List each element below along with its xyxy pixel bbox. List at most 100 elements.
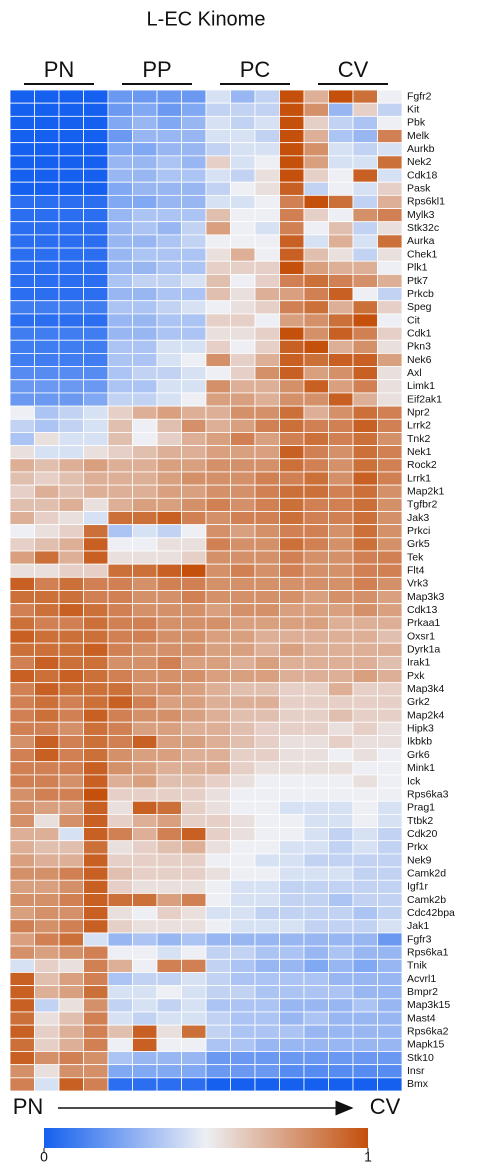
heatmap-cell [352,616,378,631]
heatmap-cell [377,655,403,670]
heatmap-cell [230,129,256,144]
heatmap-cell [58,326,84,341]
heatmap-cell [9,998,35,1013]
heatmap-cell [83,168,109,183]
heatmap-cell [34,484,60,499]
heatmap-cell [328,893,354,908]
heatmap-cell [205,392,231,407]
heatmap-cell [132,234,158,249]
heatmap-cell [34,642,60,657]
heatmap-cell [107,445,133,460]
heatmap-cell [205,945,231,960]
row-label: Pbk [407,117,426,129]
heatmap-cell [156,919,182,934]
heatmap-cell [205,300,231,315]
x-axis-end: CV [370,1094,401,1119]
heatmap-cell [132,879,158,894]
heatmap-cell [205,708,231,723]
heatmap-cell [205,787,231,802]
heatmap-cell [156,168,182,183]
heatmap-cell [34,287,60,302]
heatmap-cell [107,603,133,618]
heatmap-cell [230,708,256,723]
heatmap-cell [156,985,182,1000]
heatmap-cell [377,985,403,1000]
heatmap-cell [303,418,329,433]
heatmap-cell [83,1011,109,1026]
heatmap-cell [34,616,60,631]
row-label: Map2k4 [407,709,445,721]
heatmap-cell [58,906,84,921]
heatmap-cell [156,721,182,736]
heatmap-cell [58,576,84,591]
heatmap-cell [58,102,84,117]
heatmap-cell [9,405,35,420]
heatmap-cell [328,1064,354,1079]
heatmap-cell [58,1077,84,1092]
heatmap-cell [230,734,256,749]
heatmap-cell [132,642,158,657]
heatmap-cell [377,550,403,565]
row-label: Tek [407,551,424,563]
heatmap-cell [34,366,60,381]
heatmap-cell [303,524,329,539]
heatmap-cell [230,1011,256,1026]
heatmap-cell [254,392,280,407]
heatmap-cell [9,655,35,670]
heatmap-cell [132,484,158,499]
heatmap-cell [352,603,378,618]
heatmap-cell [303,234,329,249]
heatmap-cell [352,155,378,170]
heatmap-cell [303,260,329,275]
row-label: Cdc42bpa [407,907,455,919]
heatmap-cell [328,1051,354,1066]
heatmap-cell [279,1011,305,1026]
heatmap-cell [34,879,60,894]
heatmap-cell [303,497,329,512]
heatmap-cell [132,129,158,144]
heatmap-cell [352,300,378,315]
row-label: Stk32c [407,222,439,234]
heatmap-cell [181,682,207,697]
heatmap-cell [377,1024,403,1039]
heatmap-cell [34,379,60,394]
heatmap-cell [230,208,256,223]
heatmap-cell [9,260,35,275]
heatmap-cell [254,576,280,591]
heatmap-cell [9,603,35,618]
heatmap-cell [205,142,231,157]
heatmap-cell [181,524,207,539]
row-label: Pask [407,183,431,195]
heatmap-cell [279,89,305,104]
heatmap-cell [279,339,305,354]
heatmap-cell [181,932,207,947]
heatmap-cell [107,300,133,315]
heatmap-cell [181,339,207,354]
heatmap-cell [303,339,329,354]
heatmap-cell [303,142,329,157]
heatmap-cell [132,853,158,868]
heatmap-cell [328,326,354,341]
heatmap-cell [377,300,403,315]
heatmap-cell [230,853,256,868]
heatmap-cell [328,695,354,710]
heatmap-cell [58,972,84,987]
heatmap-cell [83,721,109,736]
heatmap-cell [58,524,84,539]
heatmap-cell [107,418,133,433]
heatmap-cell [279,524,305,539]
row-label: Prkcb [407,288,434,300]
heatmap-cell [352,1037,378,1052]
heatmap-cell [181,1051,207,1066]
heatmap-cell [230,972,256,987]
heatmap-cell [352,497,378,512]
column-group-label: CV [338,57,369,82]
heatmap-cell [156,814,182,828]
heatmap-cell [352,326,378,341]
heatmap-cell [132,524,158,539]
heatmap-cell [132,893,158,908]
heatmap-cell [279,958,305,973]
heatmap-cell [34,576,60,591]
heatmap-cell [83,115,109,130]
heatmap-cell [34,511,60,526]
